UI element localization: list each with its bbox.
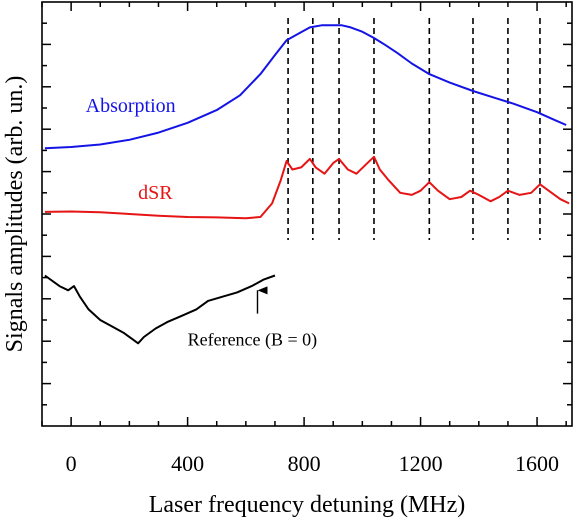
reference-lines: [287, 18, 541, 240]
x-tick-label-800: 800: [288, 451, 321, 476]
x-tick-label-1600: 1600: [515, 451, 559, 476]
series-line-1: [44, 155, 570, 220]
series-line-0: [44, 24, 567, 150]
y-axis-title: Signals amplitudes (arb. un.): [2, 76, 28, 353]
x-axis-title: Laser frequency detuning (MHz): [149, 492, 466, 518]
x-tick-label-400: 400: [171, 451, 204, 476]
x-tick-label-0: 0: [66, 451, 77, 476]
series-line-2: [44, 274, 276, 345]
series-label-1: dSR: [138, 182, 173, 204]
y-axis-ticks: [42, 22, 572, 406]
annotations: Reference (B = 0): [188, 286, 318, 350]
x-tick-label-1200: 1200: [399, 451, 443, 476]
series-label-0: Absorption: [86, 95, 176, 117]
x-axis-ticks: 0 400 800 1200 1600: [41, 2, 567, 476]
annotation-text-0: Reference (B = 0): [188, 329, 318, 350]
series-group: Absorption dSR: [44, 24, 570, 345]
